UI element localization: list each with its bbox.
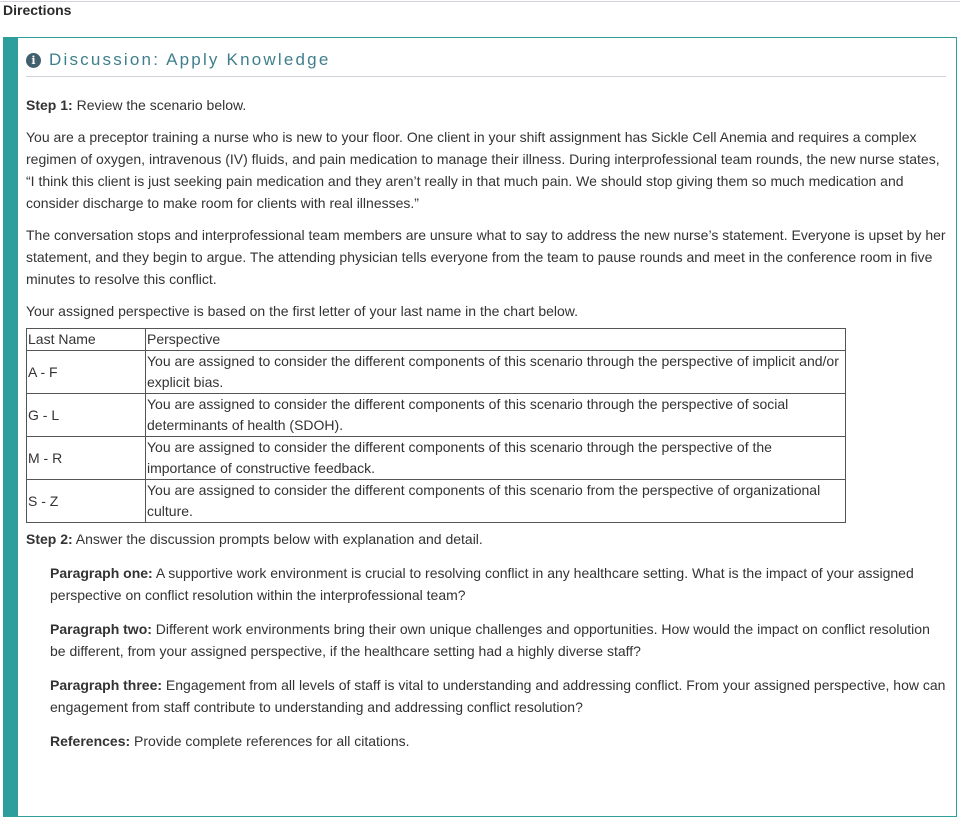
- prompt-label: References:: [50, 733, 131, 749]
- prompt-text: Provide complete references for all cita…: [130, 733, 410, 749]
- last-name-cell: G - L: [26, 393, 146, 437]
- assignment-note: Your assigned perspective is based on th…: [26, 303, 579, 319]
- step-2-label: Step 2:: [26, 531, 73, 547]
- prompt-text: Engagement from all levels of staff is v…: [50, 677, 946, 715]
- step-2: Step 2: Answer the discussion prompts be…: [26, 528, 946, 550]
- perspective-table: Last Name Perspective A - F You are assign…: [26, 328, 846, 523]
- column-header: Last Name: [26, 328, 146, 351]
- perspective-cell: You are assigned to consider the differe…: [145, 479, 846, 523]
- column-header: Perspective: [145, 328, 846, 351]
- scenario-paragraph: The conversation stops and interprofessi…: [26, 227, 946, 287]
- prompt-label: Paragraph one:: [50, 565, 153, 581]
- prompt-paragraph-one: Paragraph one: A supportive work environ…: [50, 562, 946, 606]
- prompt-references: References: Provide complete references …: [50, 730, 946, 752]
- table-row: G - L You are assigned to consider the di…: [26, 393, 846, 437]
- table-row: A - F You are assigned to consider the di…: [26, 350, 846, 394]
- step-1: Step 1: Review the scenario below.: [26, 94, 946, 116]
- table-header-row: Last Name Perspective: [26, 328, 846, 351]
- section-title: Directions: [3, 2, 72, 18]
- panel-title: Discussion: Apply Knowledge: [49, 50, 331, 69]
- prompt-text: A supportive work environment is crucial…: [50, 565, 914, 603]
- perspective-cell: You are assigned to consider the differe…: [145, 436, 846, 480]
- info-circle-icon: i: [26, 52, 41, 68]
- scenario-paragraph: You are a preceptor training a nurse who…: [26, 129, 940, 211]
- prompt-text: Different work environments bring their …: [50, 621, 930, 659]
- top-divider: [0, 1, 960, 2]
- prompt-label: Paragraph two:: [50, 621, 152, 637]
- last-name-cell: M - R: [26, 436, 146, 480]
- panel-header: i Discussion: Apply Knowledge: [26, 48, 946, 77]
- step-2-text: Answer the discussion prompts below with…: [72, 531, 483, 547]
- table-row: S - Z You are assigned to consider the di…: [26, 479, 846, 523]
- last-name-cell: A - F: [26, 350, 146, 394]
- perspective-cell: You are assigned to consider the differe…: [145, 393, 846, 437]
- table-row: M - R You are assigned to consider the di…: [26, 436, 846, 480]
- last-name-cell: S - Z: [26, 479, 146, 523]
- step-1-text: Review the scenario below.: [72, 97, 247, 113]
- prompt-paragraph-three: Paragraph three: Engagement from all lev…: [50, 674, 946, 718]
- discussion-panel: i Discussion: Apply Knowledge Step 1: Re…: [3, 37, 957, 817]
- step-1-label: Step 1:: [26, 97, 73, 113]
- prompt-paragraph-two: Paragraph two: Different work environmen…: [50, 618, 946, 662]
- prompt-label: Paragraph three:: [50, 677, 163, 693]
- perspective-cell: You are assigned to consider the differe…: [145, 350, 846, 394]
